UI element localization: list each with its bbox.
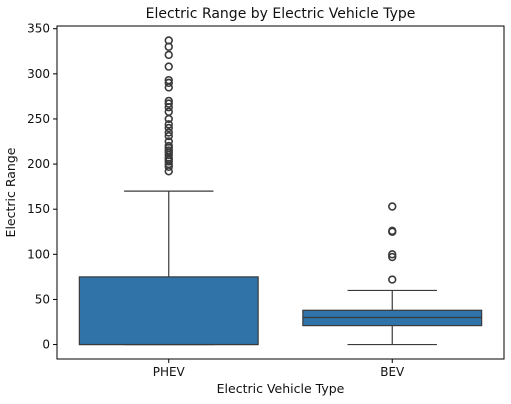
outlier-point-phev-11 [164,137,173,146]
outlier-point-phev-23 [164,75,173,85]
y-tick-label-250: 250 [27,112,50,126]
outlier-point-phev-25 [164,50,173,60]
outlier-point-phev-10 [164,141,173,151]
outlier-point-bev-0 [388,275,397,284]
outlier-point-phev-20 [164,96,173,106]
x-axis-label: Electric Vehicle Type [217,381,345,396]
outlier-point-bev-4 [388,226,397,236]
y-axis-label: Electric Range [3,147,18,237]
plot-frame [56,25,505,360]
boxes-layer [78,190,483,346]
outlier-point-bev-1 [388,252,397,262]
outlier-point-bev-5 [388,202,397,211]
chart-title: Electric Range by Electric Vehicle Type [146,6,416,22]
y-tick-label-350: 350 [27,22,50,36]
y-tick-label-150: 150 [27,202,50,216]
box-phev [78,276,259,346]
outlier-point-phev-24 [164,62,173,71]
ticks-layer: PHEV BEV 0 50 100 150 200 250 300 350 [27,22,405,379]
y-tick-label-300: 300 [27,67,50,81]
outlier-point-bev-2 [388,250,397,259]
outlier-point-phev-14 [164,123,173,133]
outlier-point-phev-27 [164,36,173,45]
y-tick-label-100: 100 [27,247,50,261]
y-tick-label-50: 50 [35,292,50,306]
x-tick-label-bev: BEV [380,365,405,379]
outlier-point-phev-17 [164,107,173,116]
outlier-point-phev-8 [164,146,173,155]
outlier-point-phev-13 [164,128,173,137]
outlier-point-phev-22 [164,78,173,88]
outlier-point-phev-19 [164,99,173,108]
outlier-point-phev-12 [164,131,173,141]
y-tick-label-0: 0 [42,338,50,352]
y-tick-label-200: 200 [27,157,50,171]
outlier-point-phev-15 [164,120,173,129]
x-tick-label-phev: PHEV [153,365,186,379]
outliers-layer [164,36,397,284]
